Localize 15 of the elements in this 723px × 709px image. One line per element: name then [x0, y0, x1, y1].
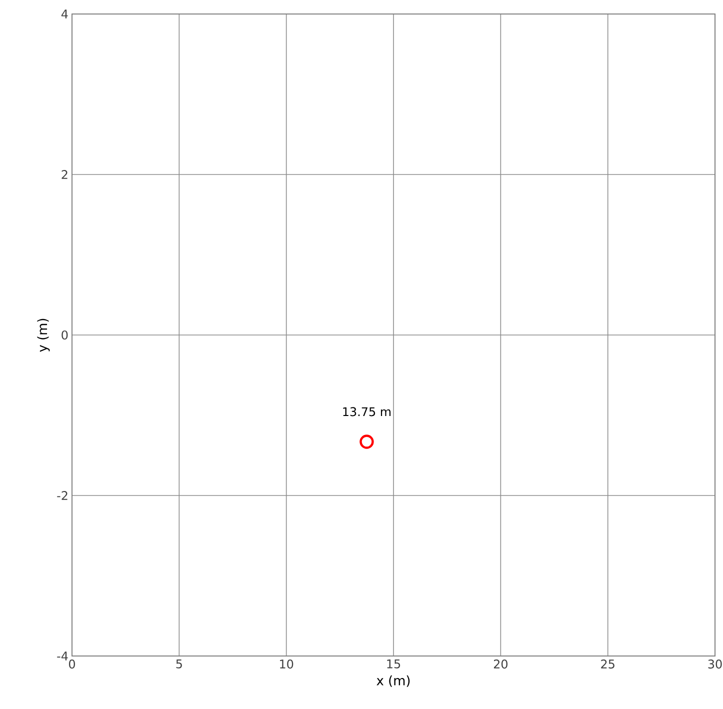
x-tick-label: 30 — [708, 660, 722, 669]
y-tick-label: -4 — [57, 652, 68, 660]
annotation: 13.75 m — [343, 407, 391, 416]
y-tick-label: -2 — [57, 491, 68, 500]
x-axis-title: x (m) — [376, 675, 410, 687]
x-tick-label: 20 — [494, 660, 508, 669]
x-tick-label: 10 — [280, 660, 294, 669]
x-tick-label: 25 — [601, 660, 614, 669]
y-axis-title: y (m) — [37, 318, 50, 352]
y-tick-label: 2 — [62, 170, 68, 179]
y-tick-label: 4 — [61, 10, 68, 18]
x-tick-label: 15 — [387, 660, 400, 668]
y-tick-label: 0 — [62, 330, 68, 340]
x-tick-label: 5 — [176, 660, 182, 668]
x-tick-label: 0 — [68, 660, 76, 669]
